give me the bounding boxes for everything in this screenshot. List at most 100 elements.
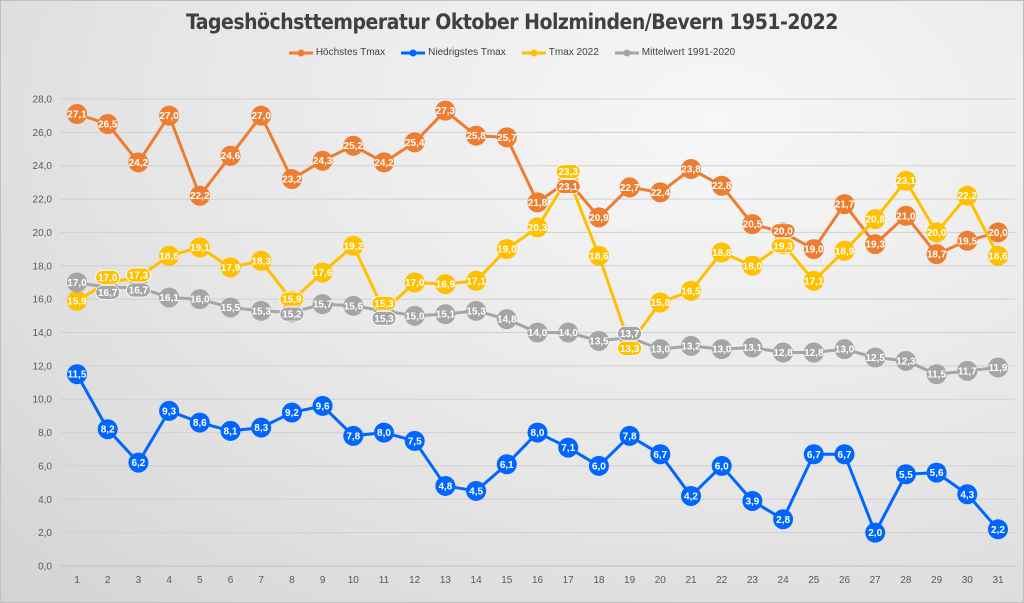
data-label-h-chstes-tmax: 27,0 (251, 111, 271, 122)
data-label-tmax-2022: 16,9 (436, 280, 456, 291)
data-label-niedrigstes-tmax: 3,9 (745, 496, 759, 507)
data-label-bg-mittelwert-1991-2020 (371, 310, 397, 326)
x-tick-label: 9 (320, 575, 326, 586)
data-point-mittelwert-1991-2020 (988, 357, 1008, 378)
data-label-mittelwert-1991-2020: 14,0 (528, 328, 548, 339)
data-point-h-chstes-tmax (926, 244, 947, 265)
data-point-niedrigstes-tmax (742, 490, 763, 511)
data-point-tmax-2022 (466, 270, 487, 291)
data-label-mittelwert-1991-2020: 11,5 (927, 370, 946, 381)
data-label-tmax-2022: 23,3 (558, 167, 578, 178)
data-label-mittelwert-1991-2020: 15,3 (374, 314, 394, 325)
data-label-niedrigstes-tmax: 6,0 (715, 461, 729, 472)
data-label-tmax-2022: 20,0 (927, 228, 947, 239)
data-label-bg-h-chstes-tmax (555, 179, 581, 194)
x-tick-label: 1 (74, 575, 80, 586)
data-label-h-chstes-tmax: 27,0 (159, 111, 179, 122)
data-label-tmax-2022: 18,8 (712, 248, 732, 259)
data-label-bg-tmax-2022 (371, 295, 397, 311)
data-label-niedrigstes-tmax: 7,5 (408, 436, 422, 447)
x-tick-label: 19 (624, 575, 636, 586)
data-label-h-chstes-tmax: 24,6 (221, 151, 241, 162)
data-label-mittelwert-1991-2020: 16,1 (159, 293, 179, 304)
legend-item: Niedrigstes Tmax (401, 47, 506, 58)
data-label-niedrigstes-tmax: 7,8 (346, 431, 360, 442)
data-label-tmax-2022: 18,6 (159, 251, 179, 262)
legend-item: Mittelwert 1991-2020 (614, 47, 736, 58)
chart-title: Tageshöchsttemperatur Oktober Holzminden… (186, 10, 838, 34)
data-point-mittelwert-1991-2020 (496, 309, 517, 330)
data-point-tmax-2022 (220, 257, 241, 278)
y-tick-label: 8,0 (38, 428, 52, 439)
legend-label: Mittelwert 1991-2020 (641, 47, 736, 58)
data-label-h-chstes-tmax: 26,5 (98, 120, 118, 131)
data-label-bg-tmax-2022 (617, 340, 642, 356)
data-label-niedrigstes-tmax: 8,3 (254, 423, 268, 434)
data-point-mittelwert-1991-2020 (159, 287, 180, 308)
data-label-tmax-2022: 18,0 (743, 261, 763, 272)
data-label-bg-mittelwert-1991-2020 (279, 306, 305, 322)
data-label-niedrigstes-tmax: 2,0 (868, 528, 882, 539)
x-tick-label: 13 (440, 575, 452, 586)
data-label-h-chstes-tmax: 18,7 (927, 250, 947, 261)
data-label-h-chstes-tmax: 19,0 (804, 245, 824, 256)
data-point-mittelwert-1991-2020 (527, 322, 548, 343)
x-tick-label: 14 (471, 575, 483, 586)
data-point-h-chstes-tmax (374, 152, 394, 173)
data-label-mittelwert-1991-2020: 16,7 (129, 285, 149, 296)
data-point-tmax-2022 (681, 280, 701, 301)
data-point-tmax-2022 (312, 262, 333, 283)
data-point-mittelwert-1991-2020 (435, 304, 456, 325)
x-tick-label: 27 (870, 575, 882, 586)
data-label-mittelwert-1991-2020: 16,7 (98, 288, 118, 299)
data-label-mittelwert-1991-2020: 17,0 (67, 278, 87, 289)
data-point-niedrigstes-tmax (558, 437, 579, 458)
data-point-niedrigstes-tmax (895, 464, 916, 485)
data-point-mittelwert-1991-2020 (466, 300, 487, 321)
data-label-h-chstes-tmax: 22,4 (651, 188, 671, 199)
data-point-tmax-2022 (988, 245, 1008, 266)
data-label-niedrigstes-tmax: 2,2 (991, 525, 1005, 536)
y-tick-label: 20,0 (33, 228, 53, 239)
data-label-mittelwert-1991-2020: 11,7 (958, 366, 977, 377)
data-point-niedrigstes-tmax (711, 455, 732, 476)
x-tick-label: 17 (563, 575, 575, 586)
data-point-mittelwert-1991-2020 (343, 295, 364, 316)
legend-label: Niedrigstes Tmax (428, 47, 506, 58)
data-label-bg-mittelwert-1991-2020 (617, 325, 642, 341)
data-label-tmax-2022: 19,1 (190, 243, 210, 254)
data-label-niedrigstes-tmax: 8,0 (531, 428, 545, 439)
data-label-h-chstes-tmax: 24,3 (313, 156, 333, 167)
data-point-h-chstes-tmax (251, 105, 272, 126)
data-point-tmax-2022 (588, 245, 609, 266)
data-label-tmax-2022: 19,0 (497, 245, 517, 256)
data-point-niedrigstes-tmax (619, 425, 640, 446)
legend-marker-icon (614, 49, 639, 56)
data-label-h-chstes-tmax: 22,2 (190, 191, 210, 202)
data-point-h-chstes-tmax (189, 185, 210, 206)
data-point-h-chstes-tmax (281, 169, 302, 190)
data-label-tmax-2022: 17,1 (466, 276, 486, 287)
data-label-niedrigstes-tmax: 2,8 (776, 515, 790, 526)
data-label-tmax-2022: 17,9 (221, 263, 241, 274)
y-tick-label: 26,0 (33, 128, 53, 139)
x-tick-label: 8 (289, 575, 295, 586)
y-tick-label: 10,0 (33, 395, 53, 406)
data-label-tmax-2022: 15,8 (651, 298, 671, 309)
data-point-mittelwert-1991-2020 (312, 294, 333, 315)
data-label-tmax-2022: 17,0 (98, 273, 118, 284)
data-point-tmax-2022 (650, 292, 671, 313)
data-point-h-chstes-tmax (681, 159, 701, 180)
data-point-tmax-2022 (895, 170, 916, 191)
data-label-h-chstes-tmax: 20,5 (743, 220, 763, 231)
data-label-niedrigstes-tmax: 9,2 (285, 408, 299, 419)
data-point-niedrigstes-tmax (988, 519, 1008, 540)
x-tick-label: 23 (747, 575, 759, 586)
data-label-niedrigstes-tmax: 8,1 (224, 426, 238, 437)
x-tick-label: 7 (258, 575, 264, 586)
data-point-niedrigstes-tmax (220, 420, 241, 441)
data-point-h-chstes-tmax (803, 239, 824, 260)
data-point-niedrigstes-tmax (281, 402, 302, 423)
x-tick-label: 29 (931, 575, 943, 586)
